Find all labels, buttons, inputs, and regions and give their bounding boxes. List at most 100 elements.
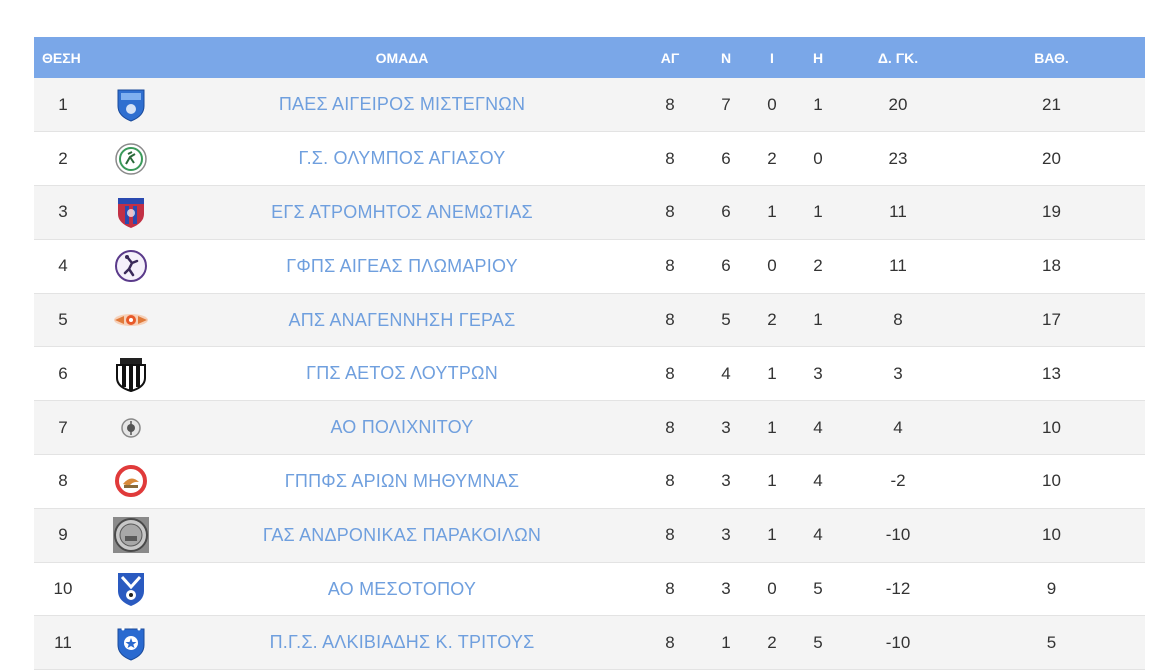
purple-circle-athlete-crest-icon[interactable] (114, 249, 148, 283)
cell-wins: 3 (721, 417, 731, 437)
cell-draws: 1 (767, 363, 777, 383)
cell-logo (92, 132, 170, 186)
cell-team: ΑΟ ΜΕΣΟΤΟΠΟΥ (170, 562, 634, 616)
table-row[interactable]: 1 ΠΑΕΣ ΑΙΓΕΙΡΟΣ ΜΙΣΤΕΓΝΩΝ 8 7 0 1 20 21 (34, 78, 1145, 132)
header-losses[interactable]: Η (812, 49, 824, 66)
green-runner-circle-crest-icon[interactable] (114, 142, 148, 176)
cell-played: 8 (665, 363, 675, 383)
cell-position: 9 (58, 525, 68, 545)
cell-draws: 0 (767, 579, 777, 599)
header-goal-diff[interactable]: Δ. ΓΚ. (877, 49, 919, 66)
cell-position: 10 (53, 579, 73, 599)
table-row[interactable]: 4 ΓΦΠΣ ΑΙΓΕΑΣ ΠΛΩΜΑΡΙΟΥ 8 6 0 2 11 18 (34, 239, 1145, 294)
team-link[interactable]: ΓΠΠΦΣ ΑΡΙΩΝ ΜΗΘΥΜΝΑΣ (284, 470, 520, 491)
cell-draws: 1 (767, 417, 777, 437)
cell-played: 8 (665, 94, 675, 114)
cell-team: ΓΠΠΦΣ ΑΡΙΩΝ ΜΗΘΥΜΝΑΣ (170, 455, 634, 509)
table-row[interactable]: 6 ΓΠΣ ΑΕΤΟΣ ΛΟΥΤΡΩΝ 8 4 1 3 3 13 (34, 346, 1145, 401)
orange-winged-crest-icon[interactable] (112, 310, 150, 330)
cell-wins: 4 (721, 363, 731, 383)
cell-position: 7 (58, 417, 68, 437)
standings-table: ΘΕΣΗ ΟΜΑΔΑ ΑΓ Ν Ι Η Δ. ΓΚ. ΒΑΘ. 1 ΠΑΕΣ ΑΙ… (34, 37, 1145, 670)
cell-losses: 3 (813, 363, 823, 383)
team-link[interactable]: ΑΟ ΜΕΣΟΤΟΠΟΥ (327, 578, 477, 599)
cell-points: 5 (1046, 632, 1057, 652)
team-link[interactable]: ΕΓΣ ΑΤΡΟΜΗΤΟΣ ΑΝΕΜΩΤΙΑΣ (271, 201, 533, 222)
team-link[interactable]: ΓΦΠΣ ΑΙΓΕΑΣ ΠΛΩΜΑΡΙΟΥ (286, 255, 518, 276)
cell-losses: 4 (813, 471, 823, 491)
header-position[interactable]: ΘΕΣΗ (42, 49, 81, 66)
grey-coin-crest-icon[interactable] (112, 516, 150, 554)
cell-points: 17 (1042, 310, 1061, 330)
team-link[interactable]: Π.Γ.Σ. ΑΛΚΙΒΙΑΔΗΣ Κ. ΤΡΙΤΟΥΣ (269, 632, 535, 653)
standings-body: 1 ΠΑΕΣ ΑΙΓΕΙΡΟΣ ΜΙΣΤΕΓΝΩΝ 8 7 0 1 20 21 2 Γ.Σ. ΟΛ… (34, 78, 1145, 670)
header-played[interactable]: ΑΓ (660, 49, 680, 66)
cell-position: 4 (58, 256, 68, 276)
cell-goal-diff: 3 (893, 363, 903, 383)
cell-losses: 1 (813, 310, 823, 330)
cell-goal-diff: 4 (893, 417, 903, 437)
standings-table-container: ΘΕΣΗ ΟΜΑΔΑ ΑΓ Ν Ι Η Δ. ΓΚ. ΒΑΘ. 1 ΠΑΕΣ ΑΙ… (34, 37, 1145, 670)
cell-played: 8 (665, 256, 675, 276)
table-header-row: ΘΕΣΗ ΟΜΑΔΑ ΑΓ Ν Ι Η Δ. ΓΚ. ΒΑΘ. (34, 37, 1145, 78)
cell-wins: 6 (721, 202, 731, 222)
blue-shield-crest-icon[interactable] (116, 88, 146, 122)
blue-ball-shield-crest-icon[interactable] (116, 571, 146, 607)
cell-team: ΕΓΣ ΑΤΡΟΜΗΤΟΣ ΑΝΕΜΩΤΙΑΣ (170, 186, 634, 240)
cell-points: 10 (1042, 417, 1061, 437)
team-link[interactable]: ΓΠΣ ΑΕΤΟΣ ΛΟΥΤΡΩΝ (306, 363, 498, 384)
cell-draws: 0 (767, 256, 777, 276)
header-wins[interactable]: Ν (720, 49, 732, 66)
table-row[interactable]: 5 ΑΠΣ ΑΝΑΓΕΝΝΗΣΗ ΓΕΡΑΣ 8 5 2 1 8 17 (34, 293, 1145, 347)
cell-team: Γ.Σ. ΟΛΥΜΠΟΣ ΑΓΙΑΣΟΥ (170, 132, 634, 186)
cell-logo (92, 293, 170, 347)
cell-goal-diff: 8 (893, 310, 903, 330)
table-row[interactable]: 10 ΑΟ ΜΕΣΟΤΟΠΟΥ 8 3 0 5 -12 9 (34, 562, 1145, 616)
cell-losses: 1 (813, 94, 823, 114)
table-row[interactable]: 11 Π.Γ.Σ. ΑΛΚΙΒΙΑΔΗΣ Κ. ΤΡΙΤΟΥΣ 8 1 2 5 -10 5 (34, 615, 1145, 670)
cell-draws: 1 (767, 202, 777, 222)
cell-played: 8 (665, 202, 675, 222)
cell-wins: 5 (721, 310, 731, 330)
grey-round-crest-icon[interactable] (120, 417, 142, 439)
table-row[interactable]: 9 ΓΑΣ ΑΝΔΡΟΝΙΚΑΣ ΠΑΡΑΚΟΙΛΩΝ 8 3 1 4 -10 10 (34, 508, 1145, 563)
table-row[interactable]: 2 Γ.Σ. ΟΛΥΜΠΟΣ ΑΓΙΑΣΟΥ 8 6 2 0 23 20 (34, 131, 1145, 186)
table-row[interactable]: 7 ΑΟ ΠΟΛΙΧΝΙΤΟΥ 8 3 1 4 4 10 (34, 400, 1145, 455)
cell-team: ΓΦΠΣ ΑΙΓΕΑΣ ΠΛΩΜΑΡΙΟΥ (170, 239, 634, 293)
cell-losses: 4 (813, 417, 823, 437)
cell-team: Π.Γ.Σ. ΑΛΚΙΒΙΑΔΗΣ Κ. ΤΡΙΤΟΥΣ (170, 616, 634, 670)
cell-team: ΠΑΕΣ ΑΙΓΕΙΡΟΣ ΜΙΣΤΕΓΝΩΝ (170, 78, 634, 132)
cell-goal-diff: 20 (888, 94, 908, 114)
table-row[interactable]: 3 ΕΓΣ ΑΤΡΟΜΗΤΟΣ ΑΝΕΜΩΤΙΑΣ 8 6 1 1 11 19 (34, 185, 1145, 240)
team-link[interactable]: ΑΟ ΠΟΛΙΧΝΙΤΟΥ (330, 417, 474, 438)
cell-draws: 1 (767, 525, 777, 545)
header-team[interactable]: ΟΜΑΔΑ (375, 49, 429, 66)
cell-wins: 6 (721, 148, 731, 168)
cell-played: 8 (665, 525, 675, 545)
header-draws[interactable]: Ι (770, 49, 774, 66)
cell-points: 19 (1042, 202, 1061, 222)
table-row[interactable]: 8 ΓΠΠΦΣ ΑΡΙΩΝ ΜΗΘΥΜΝΑΣ 8 3 1 4 -2 10 (34, 454, 1145, 509)
cell-logo (92, 616, 170, 670)
team-link[interactable]: ΓΑΣ ΑΝΔΡΟΝΙΚΑΣ ΠΑΡΑΚΟΙΛΩΝ (262, 524, 542, 545)
cell-wins: 3 (721, 525, 731, 545)
header-points[interactable]: ΒΑΘ. (1034, 49, 1069, 66)
team-link[interactable]: Γ.Σ. ΟΛΥΜΠΟΣ ΑΓΙΑΣΟΥ (298, 148, 506, 169)
cell-losses: 4 (813, 525, 823, 545)
blue-star-shield-crest-icon[interactable] (115, 625, 147, 661)
cell-position: 5 (58, 310, 68, 330)
cell-played: 8 (665, 310, 675, 330)
cell-wins: 1 (721, 632, 731, 652)
team-link[interactable]: ΠΑΕΣ ΑΙΓΕΙΡΟΣ ΜΙΣΤΕΓΝΩΝ (278, 94, 526, 115)
cell-points: 18 (1042, 256, 1061, 276)
black-white-striped-crest-icon[interactable] (114, 356, 148, 392)
cell-position: 11 (54, 632, 72, 652)
red-blue-shield-crest-icon[interactable] (115, 195, 147, 229)
cell-played: 8 (665, 417, 675, 437)
cell-logo (92, 78, 170, 132)
cell-goal-diff: -10 (885, 632, 911, 652)
cell-goal-diff: 11 (889, 202, 907, 222)
team-link[interactable]: ΑΠΣ ΑΝΑΓΕΝΝΗΣΗ ΓΕΡΑΣ (288, 309, 516, 330)
cell-position: 3 (58, 202, 68, 222)
red-ring-dolphin-crest-icon[interactable] (114, 464, 148, 498)
